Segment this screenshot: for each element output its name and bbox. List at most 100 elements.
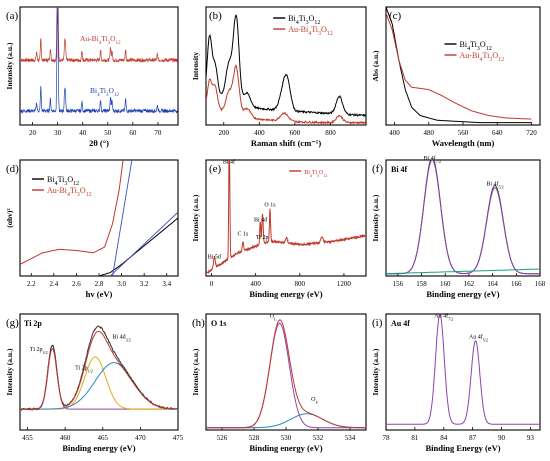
plot-area: [206, 14, 366, 125]
x-tick-label: 3.2: [140, 280, 149, 288]
x-tick-label: 2.4: [49, 280, 58, 288]
x-tick-label: 0: [210, 280, 214, 288]
panel-title: Bi 4f: [391, 165, 408, 174]
x-tick-label: 640: [492, 129, 503, 137]
annotation: Bi 4f: [223, 158, 235, 165]
panel-label: (d): [6, 163, 19, 175]
x-axis-label: Binding Energy (eV): [425, 443, 500, 453]
x-tick-label: 465: [98, 434, 109, 442]
series-line: [206, 319, 366, 429]
panel-d: 2.2 2.4 2.6 2.8 3.0 3.2 3.4 hv (eV) (αhv)² (d) Bi4…: [5, 159, 179, 299]
x-axis-label: Binding energy (eV): [249, 289, 322, 299]
x-tick-label: 534: [345, 434, 356, 442]
x-tick-label: 162: [464, 280, 475, 288]
panel-c: 400 480 560 640 720 Wavelength (nm) Abs (a.u.)…: [371, 6, 541, 148]
panel-label: (a): [6, 10, 19, 22]
x-tick-label: 526: [217, 434, 228, 442]
panel-a: 20 30 40 50 60 70 2θ (°) Intensity (a.u.) (a) Au-…: [5, 6, 179, 148]
series-line: [386, 268, 540, 275]
annotation: Bi 5d: [208, 255, 221, 261]
plot-area: [20, 160, 178, 276]
panel-label: (i): [372, 317, 383, 329]
annotation: Ti 2p1/2: [75, 366, 93, 374]
panel-g: 455 460 465 470 475 Binding energy (eV) Intens…: [5, 313, 184, 453]
x-tick-label: 400: [389, 129, 400, 137]
x-tick-label: 90: [498, 434, 506, 442]
plot-frame: [19, 313, 179, 431]
series-line: [386, 7, 532, 124]
fit-line: [109, 211, 178, 276]
panel-label: (h): [192, 317, 205, 329]
panel-e: 0 400 800 1200 Binding energy (eV) Intensity …: [191, 158, 367, 299]
annotation: Bi 4d: [254, 217, 267, 223]
x-tick-label: 40: [79, 129, 87, 137]
legend-label: Au-Bi4Ti3O12: [47, 186, 92, 198]
x-axis-label: Wavelength (nm): [432, 138, 495, 148]
series-line: [20, 330, 178, 410]
annotation: Bi 4d3/2: [112, 334, 130, 342]
plot-area: [386, 160, 540, 275]
y-axis-label: Abs (a.u.): [371, 50, 380, 82]
series-line: [206, 63, 366, 125]
x-tick-label: 2.6: [72, 280, 81, 288]
x-tick-label: 475: [173, 434, 184, 442]
x-tick-label: 50: [104, 129, 112, 137]
x-tick-label: 720: [526, 129, 537, 137]
annotation: OV: [311, 397, 318, 405]
x-tick-label: 532: [313, 434, 324, 442]
legend-label: Bi4Ti3O12: [288, 14, 320, 26]
y-axis-label: Intensity: [191, 52, 200, 81]
x-tick-label: 528: [249, 434, 260, 442]
panel-b: 200 400 600 800 Raman shift (cm⁻¹) Intensity (…: [191, 6, 367, 148]
legend-label: Au-Bi4Ti3O12: [288, 25, 333, 37]
x-axis-label: Binding energy (eV): [426, 289, 499, 299]
plot-frame: [385, 313, 541, 431]
x-tick-label: 166: [511, 280, 522, 288]
x-tick-label: 1200: [337, 280, 352, 288]
x-axis-label: Binding energy (eV): [62, 443, 135, 453]
annotation: Bi 4f7/2: [424, 155, 441, 164]
series-line: [20, 362, 178, 410]
plot-area: [206, 319, 366, 429]
x-tick-label: 455: [22, 434, 33, 442]
x-tick-label: 70: [154, 129, 162, 137]
annotation: Bi 4f5/2: [486, 181, 503, 190]
x-tick-label: 400: [254, 129, 265, 137]
x-tick-label: 470: [135, 434, 146, 442]
x-tick-label: 78: [383, 434, 391, 442]
panel-title: O 1s: [211, 319, 226, 328]
x-tick-label: 480: [424, 129, 435, 137]
x-tick-label: 81: [411, 434, 419, 442]
x-tick-label: 460: [60, 434, 71, 442]
x-tick-label: 3.0: [117, 280, 126, 288]
y-axis-label: Intensity (a.u.): [191, 348, 200, 395]
series-label: Au-Bi4Ti3O12: [80, 34, 121, 46]
x-axis-label: Binding energy (eV): [249, 443, 322, 453]
x-tick-label: 3.4: [162, 280, 171, 288]
x-tick-label: 93: [527, 434, 535, 442]
panel-title: Au 4f: [391, 319, 410, 328]
x-axis-label: Raman shift (cm⁻¹): [251, 138, 321, 148]
x-axis-label: 2θ (°): [89, 138, 109, 148]
y-axis-label: (αhv)²: [5, 208, 14, 228]
annotation: OL: [270, 313, 277, 321]
panel-label: (g): [6, 317, 19, 329]
x-tick-label: 156: [393, 280, 404, 288]
x-tick-label: 200: [219, 129, 230, 137]
legend-label: Bi4Ti3O12: [460, 40, 492, 52]
x-tick-label: 800: [325, 129, 336, 137]
panel-f: 156 158 160 162 164 166 168 Binding energy (eV)…: [371, 155, 546, 299]
y-axis-label: Intensity (a.u.): [371, 194, 380, 241]
series-line: [386, 160, 540, 275]
series-line: [206, 160, 366, 275]
plot-area: [386, 314, 540, 425]
panel-i: 78 81 84 87 90 93 Binding Energy (eV) Intensity…: [371, 312, 541, 453]
annotation: C 1s: [238, 231, 250, 237]
panel-h: 526 528 530 532 534 Binding energy (eV) Intens…: [191, 313, 367, 453]
series-line: [20, 160, 124, 265]
x-tick-label: 84: [440, 434, 448, 442]
panel-title: Ti 2p: [24, 319, 42, 328]
x-tick-label: 87: [469, 434, 477, 442]
plot-frame: [385, 159, 541, 277]
